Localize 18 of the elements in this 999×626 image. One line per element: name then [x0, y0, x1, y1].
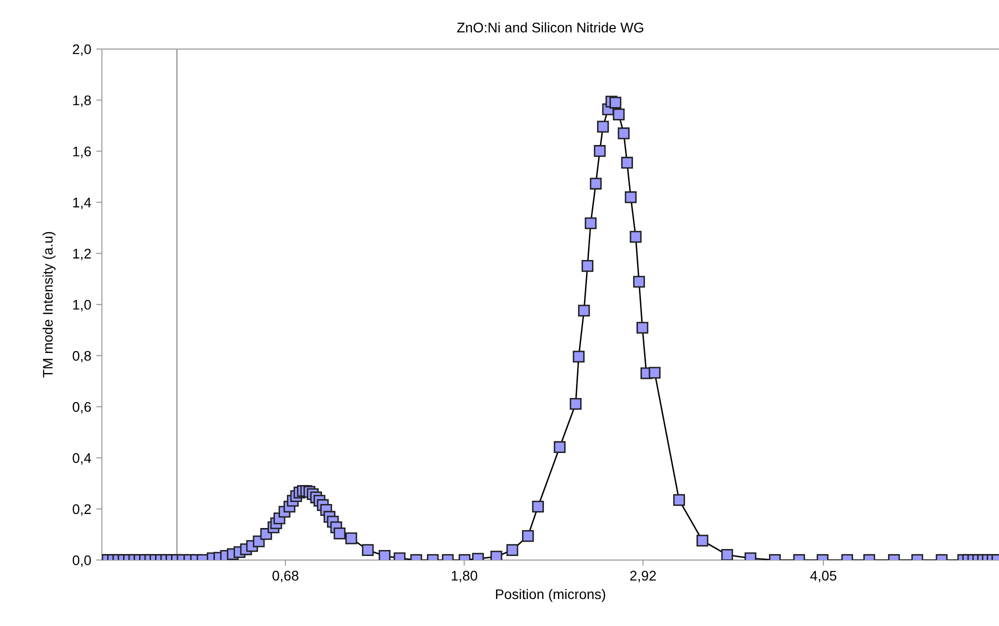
y-tick-label: 1,2	[73, 248, 91, 260]
y-tick-label: 2,0	[72, 44, 91, 56]
x-tick-label: 2,92	[630, 570, 656, 582]
y-tick-label: 0,8	[72, 350, 91, 362]
x-tick-label: 0,68	[272, 570, 298, 582]
x-tick-label: 4,05	[810, 570, 836, 582]
chart-title: ZnO:Ni and Silicon Nitride WG	[457, 22, 644, 32]
y-tick-label: 1,8	[73, 95, 91, 107]
y-tick-label: 0,6	[72, 402, 91, 414]
x-tick-label: 1,80	[452, 570, 478, 582]
y-tick-label: 1,0	[73, 300, 91, 312]
y-axis-title: TM mode Intensity (a.u)	[42, 232, 56, 378]
y-tick-label: 0,4	[72, 453, 92, 465]
x-axis-title: Position (microns)	[496, 588, 606, 602]
y-tick-label: 0,2	[72, 504, 91, 516]
y-tick-label: 1,6	[73, 146, 91, 158]
y-tick-label: 1,4	[73, 198, 92, 210]
y-tick-label: 0,0	[72, 555, 91, 567]
